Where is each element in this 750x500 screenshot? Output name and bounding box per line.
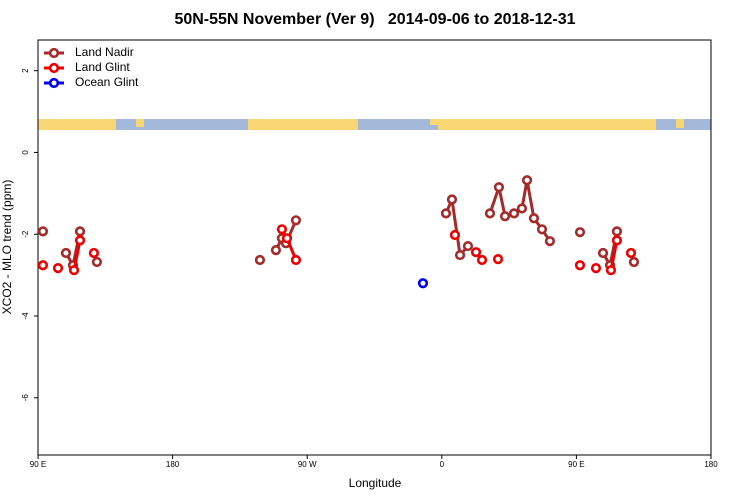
x-tick-label: 90 E — [30, 460, 46, 469]
data-point — [440, 208, 452, 219]
y-tick-label: -6 — [21, 394, 30, 402]
data-point — [521, 175, 533, 186]
chart-title: 50N-55N November (Ver 9) 2014-09-06 to 2… — [174, 11, 575, 28]
x-tick-label: 90 W — [298, 460, 317, 469]
data-point — [417, 278, 429, 289]
data-point — [625, 247, 637, 259]
data-point — [470, 247, 482, 258]
data-point — [628, 256, 640, 268]
land — [430, 119, 438, 125]
data-point — [516, 203, 528, 214]
data-point — [574, 260, 586, 271]
data-point — [597, 247, 609, 259]
land — [248, 119, 358, 130]
land — [438, 119, 656, 130]
data-point — [492, 254, 504, 265]
x-tick-label: 180 — [166, 460, 180, 469]
data-point — [544, 236, 556, 247]
data-point — [91, 256, 103, 268]
data-point — [446, 194, 458, 205]
x-tick-label: 90 E — [568, 460, 584, 469]
data-point — [254, 254, 266, 266]
data-point — [611, 235, 623, 246]
data-point — [276, 224, 288, 235]
data-point — [290, 254, 302, 266]
data-point — [574, 227, 586, 238]
data-point — [60, 247, 72, 259]
land — [676, 119, 684, 128]
plot-frame — [37, 39, 712, 456]
data-point — [74, 226, 86, 237]
land — [136, 119, 144, 127]
series — [37, 224, 637, 276]
y-tick-label: 0 — [21, 150, 30, 155]
data-point — [37, 226, 49, 237]
data-point — [493, 182, 505, 193]
series — [37, 175, 640, 271]
data-point — [462, 240, 474, 252]
legend-label: Land Glint — [75, 60, 130, 74]
legend-marker — [48, 47, 60, 59]
x-tick-label: 180 — [704, 460, 718, 469]
data-point — [68, 265, 80, 276]
data-point — [281, 233, 293, 244]
y-axis-title: XCO2 - MLO trend (ppm) — [0, 180, 14, 315]
series-line — [444, 193, 470, 259]
data-point — [37, 260, 49, 271]
data-point — [536, 224, 548, 235]
data-point — [590, 263, 602, 274]
legend-label: Land Nadir — [75, 45, 134, 59]
ocean — [38, 119, 711, 130]
data-point — [270, 245, 282, 256]
data-point — [476, 254, 488, 266]
data-point — [88, 247, 100, 259]
data-point — [499, 211, 511, 222]
data-point — [449, 229, 461, 241]
data-point — [74, 235, 86, 246]
x-axis-title: Longitude — [349, 476, 402, 490]
series — [417, 278, 429, 289]
data-point — [454, 249, 466, 261]
legend-marker — [48, 77, 60, 89]
x-tick-label: 0 — [440, 460, 445, 469]
data-point — [484, 208, 496, 219]
legend-label: Ocean Glint — [75, 75, 139, 89]
y-tick-label: -4 — [21, 312, 30, 320]
data-point — [290, 215, 302, 226]
data-point — [52, 263, 64, 274]
data-point — [605, 265, 617, 276]
data-point — [611, 226, 623, 237]
map-strip — [38, 119, 711, 130]
legend-marker — [48, 62, 60, 74]
data-point — [508, 208, 520, 219]
land — [38, 119, 116, 130]
y-tick-label: -2 — [21, 230, 30, 238]
y-tick-label: 2 — [21, 68, 30, 73]
data-point — [528, 213, 540, 224]
